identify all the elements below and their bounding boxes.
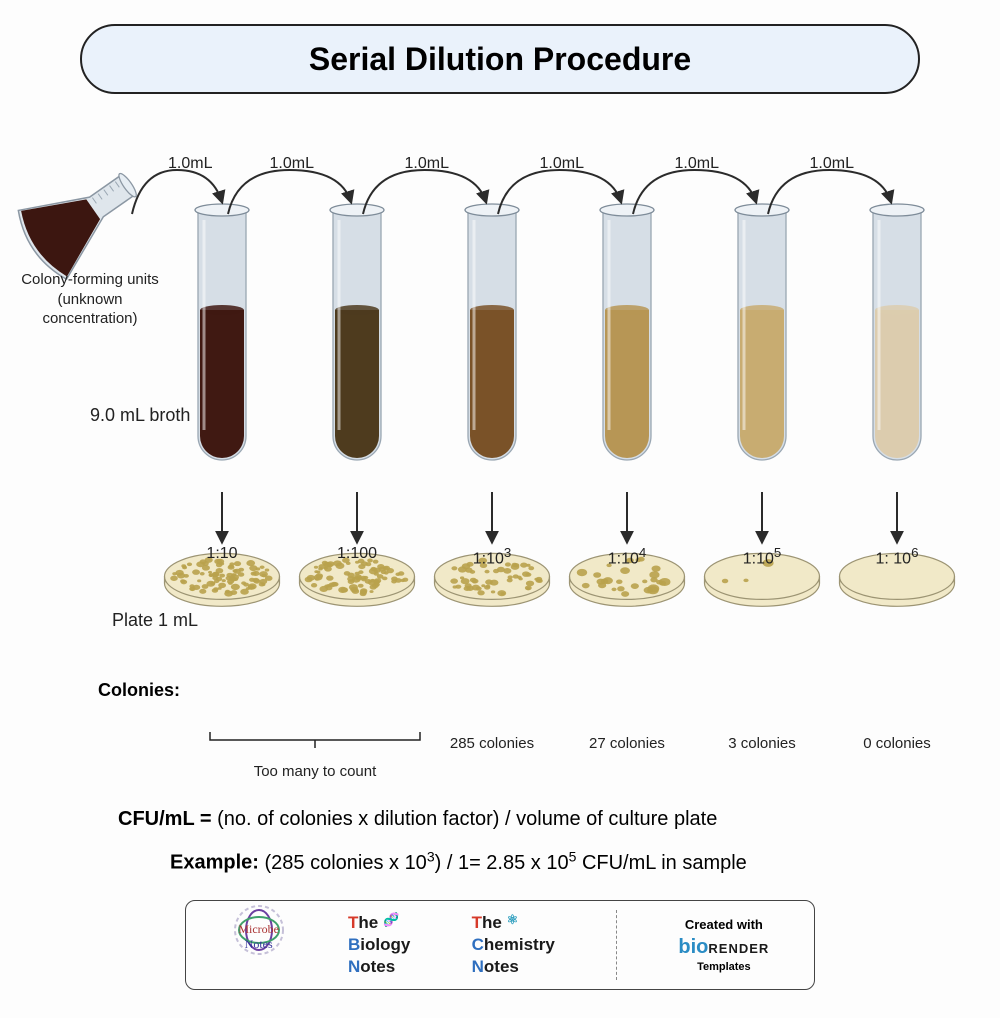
broth-label: 9.0 mL broth: [90, 405, 190, 426]
title-box: Serial Dilution Procedure: [80, 24, 920, 94]
transfer-volume-label: 1.0mL: [810, 155, 854, 173]
too-many-bracket: Too many to count: [200, 732, 430, 780]
dilution-label: 1: 106: [857, 545, 937, 568]
microbe-notes-logo: Microbe Notes: [231, 902, 287, 988]
diagram-svg: [0, 120, 1000, 760]
colonies-heading: Colonies:: [98, 680, 180, 701]
colony-count-label: 27 colonies: [567, 735, 687, 752]
title-text: Serial Dilution Procedure: [309, 41, 691, 78]
bracket-icon: [200, 732, 430, 752]
biorender-logo: bioRENDER: [678, 936, 769, 959]
dilution-label: 1:100: [317, 545, 397, 563]
transfer-volume-label: 1.0mL: [270, 155, 314, 173]
credits-box: Microbe Notes The 🧬 Biology Notes The ⚛ …: [185, 900, 815, 990]
transfer-volume-label: 1.0mL: [168, 155, 212, 173]
flask-label: Colony-forming units (unknown concentrat…: [10, 270, 170, 329]
biology-notes-logo: The 🧬 Biology Notes: [348, 912, 410, 978]
colony-count-label: 3 colonies: [702, 735, 822, 752]
colony-count-label: 0 colonies: [837, 735, 957, 752]
formula-line-2: Example: (285 colonies x 103) / 1= 2.85 …: [170, 848, 747, 875]
colony-count-label: 285 colonies: [432, 735, 552, 752]
transfer-volume-label: 1.0mL: [675, 155, 719, 173]
dilution-label: 1:103: [452, 545, 532, 568]
transfer-volume-label: 1.0mL: [405, 155, 449, 173]
chemistry-notes-logo: The ⚛ Chemistry Notes: [472, 912, 555, 978]
biorender-credit: Created with bioRENDER Templates: [678, 917, 769, 973]
dilution-label: 1:104: [587, 545, 667, 568]
too-many-label: Too many to count: [200, 763, 430, 780]
transfer-volume-label: 1.0mL: [540, 155, 584, 173]
plate-label: Plate 1 mL: [112, 610, 198, 631]
dilution-label: 1:105: [722, 545, 802, 568]
divider: [616, 910, 617, 980]
formula-line-1: CFU/mL = (no. of colonies x dilution fac…: [118, 808, 717, 831]
dilution-label: 1:10: [182, 545, 262, 563]
